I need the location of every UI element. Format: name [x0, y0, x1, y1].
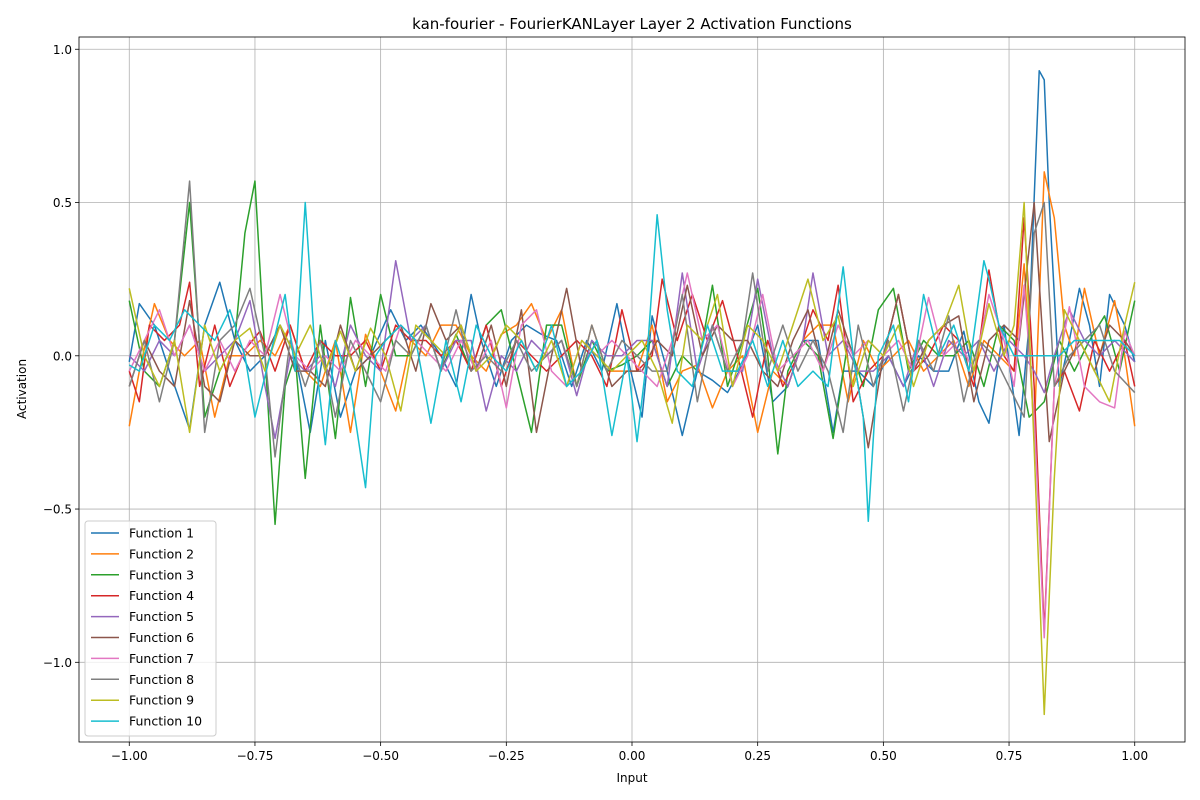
- x-tick-label: 0.25: [744, 749, 771, 763]
- x-tick-label: 0.50: [870, 749, 897, 763]
- y-axis-ticks: −1.0 −0.5 0.0 0.5 1.0: [43, 43, 79, 670]
- legend: Function 1 Function 2 Function 3 Function 4…: [84, 520, 217, 737]
- x-tick-label: −0.75: [237, 749, 274, 763]
- x-tick-label: 0.75: [996, 749, 1023, 763]
- series-line-function-10: [128, 201, 1136, 523]
- chart-title: kan-fourier - FourierKANLayer Layer 2 Ac…: [412, 15, 852, 33]
- legend-label-function-5: Function 5: [129, 609, 194, 624]
- x-axis-label: Input: [616, 771, 647, 785]
- x-tick-label: −0.50: [362, 749, 399, 763]
- legend-label-function-3: Function 3: [129, 567, 194, 582]
- series-line-function-7: [128, 272, 1136, 639]
- series-line-function-6: [128, 201, 1136, 449]
- y-tick-label: 0.5: [53, 196, 72, 210]
- legend-label-function-1: Function 1: [129, 526, 194, 541]
- y-tick-label: 0.0: [53, 349, 72, 363]
- legend-label-function-10: Function 10: [129, 714, 202, 729]
- y-axis-label: Activation: [15, 359, 29, 419]
- y-tick-label: −1.0: [43, 656, 72, 670]
- x-tick-label: 1.00: [1121, 749, 1148, 763]
- legend-label-function-9: Function 9: [129, 693, 194, 708]
- legend-label-function-4: Function 4: [129, 588, 194, 603]
- legend-label-function-2: Function 2: [129, 546, 194, 561]
- legend-label-function-6: Function 6: [129, 630, 194, 645]
- y-tick-label: −0.5: [43, 503, 72, 517]
- series-lines: [128, 69, 1136, 716]
- y-tick-label: 1.0: [53, 43, 72, 57]
- legend-label-function-7: Function 7: [129, 651, 194, 666]
- x-tick-label: 0.00: [619, 749, 646, 763]
- x-axis-ticks: −1.00 −0.75 −0.50 −0.25 0.00 0.25 0.50 0.75 1.00: [111, 742, 1148, 763]
- x-tick-label: −0.25: [488, 749, 525, 763]
- legend-label-function-8: Function 8: [129, 672, 194, 687]
- gridlines: [79, 37, 1185, 742]
- series-line-function-9: [128, 201, 1136, 716]
- x-tick-label: −1.00: [111, 749, 148, 763]
